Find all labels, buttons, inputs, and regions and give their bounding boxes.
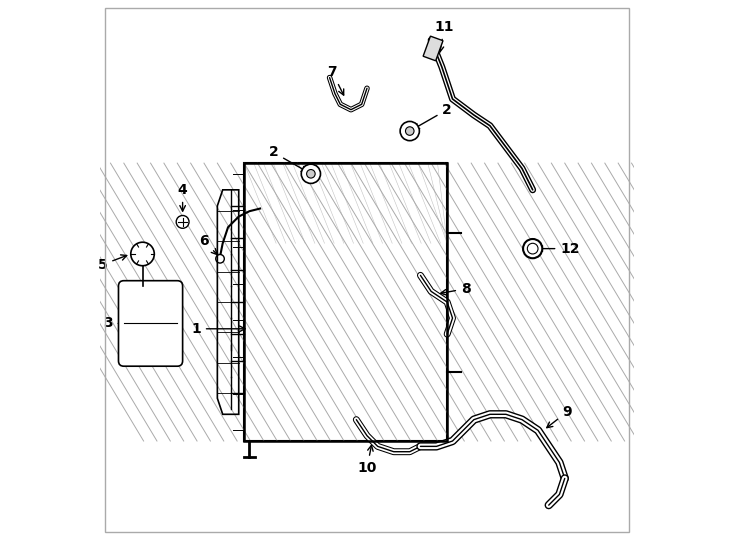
Bar [244, 163, 447, 441]
Text: 6: 6 [199, 234, 217, 254]
Bar [423, 36, 443, 61]
Text: 12: 12 [537, 241, 580, 255]
Circle shape [523, 239, 542, 258]
Bar [244, 163, 447, 441]
Text: 10: 10 [357, 446, 377, 475]
Text: 11: 11 [435, 20, 454, 52]
Circle shape [301, 164, 321, 184]
Text: 4: 4 [178, 183, 187, 211]
Text: 7: 7 [327, 65, 344, 95]
Circle shape [527, 244, 538, 254]
Text: 2: 2 [413, 103, 452, 129]
Text: 3: 3 [103, 316, 144, 330]
Circle shape [131, 242, 154, 266]
Circle shape [400, 122, 419, 140]
Text: 2: 2 [269, 145, 307, 172]
Text: 9: 9 [547, 404, 573, 428]
Text: 5: 5 [98, 255, 127, 272]
Circle shape [307, 170, 315, 178]
Circle shape [405, 127, 414, 136]
FancyBboxPatch shape [118, 281, 183, 366]
Text: 8: 8 [440, 282, 470, 296]
Circle shape [176, 215, 189, 228]
Text: 1: 1 [191, 322, 245, 336]
Circle shape [216, 254, 225, 263]
